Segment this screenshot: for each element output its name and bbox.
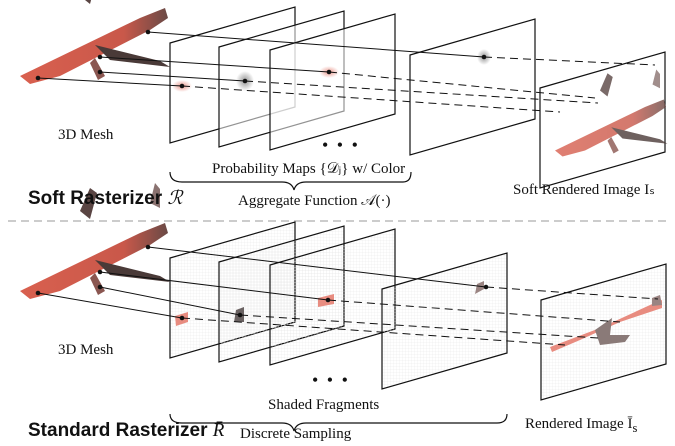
soft-vertex-dots [35, 29, 487, 89]
soft-probability-maps [169, 6, 536, 156]
fragments [175, 281, 484, 326]
discrete-sampling-label: Discrete Sampling [240, 426, 352, 442]
soft-rendered-image-label: Soft Rendered Image Iₛ [513, 182, 655, 198]
fragment-plane [381, 252, 508, 390]
soft-ellipsis: • • • [322, 135, 360, 155]
rendered-image-text: Rendered Image Ī [525, 416, 633, 432]
soft-rasterizer-symbol: ℛ [167, 188, 183, 209]
rendered-image-label: Rendered Image Īs [525, 416, 637, 436]
standard-vertex-dots [35, 244, 489, 321]
standard-rasterizer-symbol: R̄ [212, 420, 225, 441]
soft-brace [169, 171, 412, 191]
standard-brace [169, 413, 508, 432]
shaded-fragment-planes [169, 221, 508, 390]
standard-rasterizer-title: Standard Rasterizer R̄ [28, 420, 224, 442]
standard-ellipsis: • • • [312, 370, 350, 390]
shaded-fragments-label: Shaded Fragments [268, 397, 380, 413]
rendered-image-subscript: s [632, 421, 638, 435]
probability-map [409, 18, 536, 156]
soft-mesh-airplane [20, 0, 170, 84]
soft-rasterizer-title: Soft Rasterizer ℛ [28, 187, 183, 210]
standard-mesh-label: 3D Mesh [58, 342, 114, 358]
soft-rendered-image-plane [539, 51, 668, 189]
soft-projection-lines [37, 31, 656, 113]
aggregate-function-label: Aggregate Function 𝒜(·) [238, 193, 391, 209]
soft-mesh-label: 3D Mesh [58, 127, 114, 143]
standard-projection-lines [37, 246, 659, 346]
probability-maps-label: Probability Maps {𝒟ⱼ} w/ Color [212, 161, 406, 177]
soft-rasterizer-title-text: Soft Rasterizer [28, 188, 163, 209]
rendered-image-plane [540, 263, 667, 401]
standard-rasterizer-title-text: Standard Rasterizer [28, 420, 208, 441]
